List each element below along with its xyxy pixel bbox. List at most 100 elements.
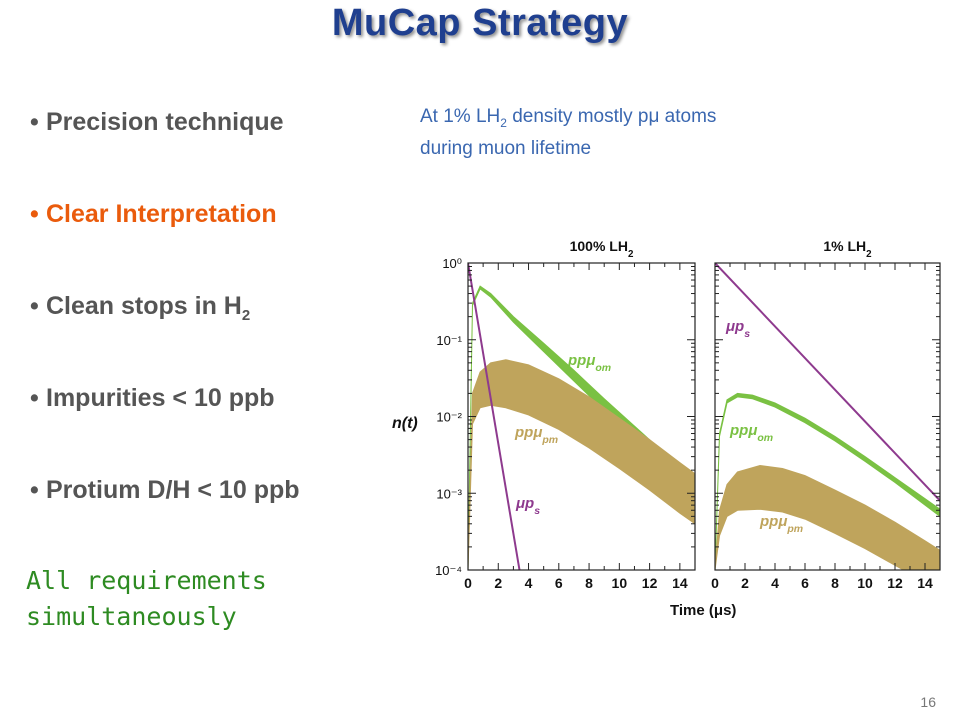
- x-tick-label: 4: [525, 575, 533, 591]
- bullet-symbol: •: [30, 476, 39, 504]
- x-tick-label-part: 2: [741, 575, 749, 591]
- bullet-precision: • Precision technique: [30, 108, 284, 137]
- x-tick-label: 8: [585, 575, 593, 591]
- bullet-subscript: 2: [241, 307, 251, 324]
- x-tick-label: 14: [917, 575, 933, 591]
- x-tick-label-part: 14: [672, 575, 688, 591]
- series-band-ppμom: [468, 285, 695, 570]
- series-label-ppμpm: ppμpm: [514, 424, 558, 446]
- page-number: 16: [920, 694, 936, 710]
- y-tick-label-part: 10⁻⁴: [435, 563, 462, 578]
- bullet-text: Clear Interpretation: [46, 200, 277, 228]
- y-tick-label: 10⁻²: [436, 410, 462, 425]
- series-label-ppμom-part: om: [757, 432, 773, 444]
- bullet-symbol: •: [30, 108, 39, 136]
- x-tick-label: 10: [612, 575, 628, 591]
- bullet-text: Clean stops in H: [46, 292, 242, 320]
- bullet-interpretation: • Clear Interpretation: [30, 200, 277, 229]
- series-band-ppμpm: [715, 464, 940, 570]
- x-axis-label: Time (μs): [670, 602, 736, 619]
- bullet-symbol: •: [30, 200, 39, 228]
- x-tick-label-part: 10: [612, 575, 628, 591]
- bullet-text: Protium D/H < 10 ppb: [46, 476, 300, 504]
- panel-title-part: 2: [628, 249, 634, 260]
- series-label-ppμom: ppμom: [567, 352, 611, 374]
- bullet-symbol: •: [30, 292, 39, 320]
- series-label-ppμpm-part: pm: [541, 434, 558, 446]
- series-label-μps: μps: [515, 495, 540, 517]
- x-tick-label-part: 0: [464, 575, 472, 591]
- x-tick-label-part: 0: [711, 575, 719, 591]
- density-note: At 1% LH2 density mostly pμ atoms during…: [420, 104, 860, 161]
- bullet-text: Impurities < 10 ppb: [46, 384, 275, 412]
- x-tick-label-part: 14: [917, 575, 933, 591]
- panel-title: 1% LH2: [823, 238, 872, 260]
- x-tick-label-part: 4: [771, 575, 779, 591]
- x-tick-label: 12: [887, 575, 903, 591]
- y-axis-label: n(t): [392, 415, 418, 432]
- note-line-2: during muon lifetime: [420, 137, 592, 159]
- x-tick-label-part: 8: [831, 575, 839, 591]
- x-tick-label-part: 10: [857, 575, 873, 591]
- y-axis-label-part: n(t): [392, 415, 418, 432]
- x-tick-label-part: 2: [494, 575, 502, 591]
- x-tick-label: 6: [555, 575, 563, 591]
- note-part-1: At 1% LH: [420, 106, 501, 127]
- x-tick-label: 10: [857, 575, 873, 591]
- slide-title: MuCap Strategy: [331, 2, 629, 44]
- x-tick-label: 4: [771, 575, 779, 591]
- y-tick-label-part: 10⁰: [442, 256, 462, 271]
- y-tick-label-part: 10⁻²: [436, 410, 462, 425]
- note-subscript: 2: [500, 115, 507, 130]
- series-label-μps-part: μp: [515, 495, 534, 512]
- note-part-2: density mostly pμ atoms: [506, 106, 717, 127]
- x-tick-label-part: 6: [555, 575, 563, 591]
- x-tick-label-part: 4: [525, 575, 533, 591]
- series-label-ppμom-part: ppμ: [567, 352, 595, 369]
- x-tick-label-part: 12: [887, 575, 903, 591]
- x-tick-label: 2: [494, 575, 502, 591]
- bullet-text: Precision technique: [46, 108, 284, 136]
- x-tick-label: 0: [711, 575, 719, 591]
- x-tick-label: 6: [801, 575, 809, 591]
- series-label-ppμpm-part: ppμ: [514, 424, 542, 441]
- series-label-μps-part: μp: [725, 318, 744, 335]
- bullet-protium: • Protium D/H < 10 ppb: [30, 476, 300, 505]
- y-tick-label: 10⁻¹: [436, 333, 462, 348]
- bullet-impurities: • Impurities < 10 ppb: [30, 384, 275, 413]
- summary-line-1: All requirements: [26, 566, 267, 595]
- x-tick-label: 12: [642, 575, 658, 591]
- x-tick-label: 14: [672, 575, 688, 591]
- x-tick-label: 0: [464, 575, 472, 591]
- x-tick-label-part: 8: [585, 575, 593, 591]
- summary-text: All requirements simultaneously: [26, 563, 267, 635]
- panel-title-part: 1% LH: [823, 238, 866, 254]
- x-tick-label: 8: [831, 575, 839, 591]
- series-band-ppμom: [715, 392, 940, 570]
- y-tick-label: 10⁰: [442, 256, 462, 271]
- panel-title: 100% LH2: [570, 238, 634, 260]
- bullet-clean-stops: • Clean stops in H2: [30, 292, 250, 324]
- chart-panel-2: [714, 262, 941, 571]
- series-label-ppμpm-part: ppμ: [759, 513, 787, 530]
- x-axis-label-part: Time (μs): [670, 602, 736, 619]
- chart-figure: ppμom ppμpm μps 0 2 4 6 8 10 12 14 10⁰ 10⁻¹ 10⁻² 10⁻³ 1…: [390, 228, 950, 628]
- x-tick-label: 2: [741, 575, 749, 591]
- series-label-ppμpm: ppμpm: [759, 513, 803, 535]
- y-tick-label-part: 10⁻¹: [436, 333, 462, 348]
- summary-line-2: simultaneously: [26, 602, 237, 631]
- series-label-ppμpm-part: pm: [786, 523, 803, 535]
- series-label-ppμom-part: ppμ: [729, 422, 757, 439]
- series-line-μps: [468, 263, 521, 570]
- x-tick-label-part: 6: [801, 575, 809, 591]
- series-label-ppμom: ppμom: [729, 422, 773, 444]
- panel-title-part: 100% LH: [570, 238, 628, 254]
- x-tick-label-part: 12: [642, 575, 658, 591]
- series-label-μps: μps: [725, 318, 750, 340]
- y-tick-label-part: 10⁻³: [436, 486, 462, 501]
- series-label-μps-part: s: [534, 505, 540, 517]
- y-tick-label: 10⁻⁴: [435, 563, 462, 578]
- panel-title-part: 2: [866, 249, 872, 260]
- series-label-ppμom-part: om: [595, 362, 611, 374]
